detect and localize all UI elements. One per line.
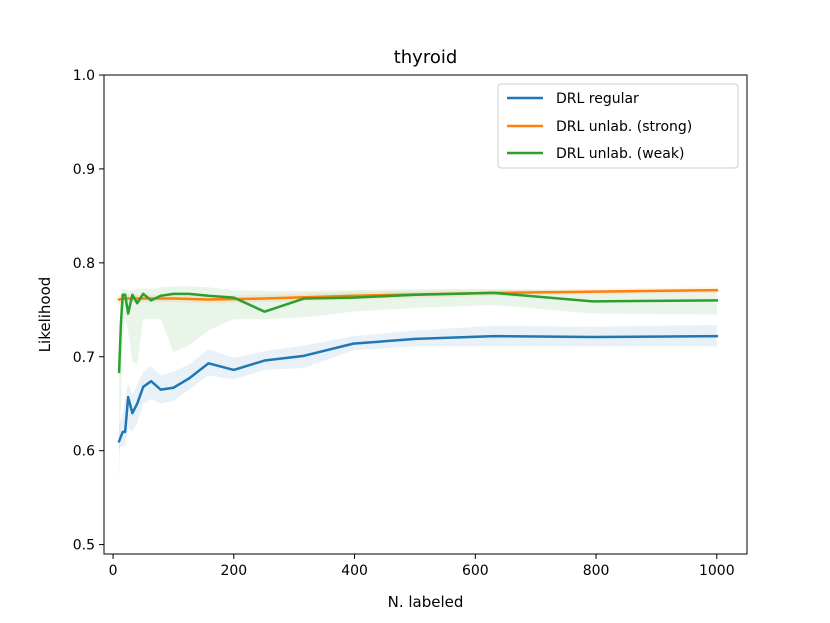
y-tick-label: 0.8	[73, 256, 95, 272]
x-tick-label: 400	[341, 563, 368, 579]
band-drl-regular	[119, 324, 717, 451]
x-axis: 0 200 400 600 800 1000	[109, 554, 735, 579]
y-tick-label: 1.0	[73, 68, 95, 84]
x-tick-label: 800	[583, 563, 610, 579]
x-tick-label: 0	[109, 563, 118, 579]
legend-label-drl-unlab-strong: DRL unlab. (strong)	[556, 119, 692, 135]
plot-area-frame	[103, 74, 748, 555]
x-tick-label: 600	[462, 563, 489, 579]
y-axis: 0.5 0.6 0.7 0.8 0.9 1.0	[73, 68, 104, 554]
chart-title: thyroid	[394, 47, 458, 68]
series-line-drl-regular	[117, 334, 719, 443]
y-axis-label: Likelihood	[36, 277, 54, 353]
x-tick-label: 200	[220, 563, 247, 579]
y-tick-label: 0.6	[73, 444, 95, 460]
legend-label-drl-regular: DRL regular	[556, 91, 639, 107]
series-line-drl-unlab-weak	[117, 291, 719, 374]
band-drl-unlab-weak	[119, 286, 717, 485]
legend: DRL regular DRL unlab. (strong) DRL unla…	[497, 83, 739, 169]
x-axis-label: N. labeled	[388, 593, 464, 611]
legend-box	[497, 83, 739, 169]
y-tick-label: 0.9	[73, 162, 95, 178]
series-lines	[117, 288, 719, 443]
y-tick-label: 0.5	[73, 538, 95, 554]
y-tick-label: 0.7	[73, 350, 95, 366]
x-tick-label: 1000	[699, 563, 735, 579]
legend-label-drl-unlab-weak: DRL unlab. (weak)	[556, 146, 684, 162]
